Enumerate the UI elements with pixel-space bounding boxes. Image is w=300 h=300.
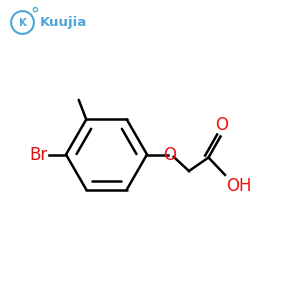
Text: K: K: [19, 17, 26, 28]
Text: Kuujia: Kuujia: [39, 16, 86, 29]
Text: O: O: [215, 116, 228, 134]
Text: O: O: [163, 146, 176, 164]
Text: OH: OH: [226, 177, 252, 195]
Text: Br: Br: [30, 146, 48, 164]
